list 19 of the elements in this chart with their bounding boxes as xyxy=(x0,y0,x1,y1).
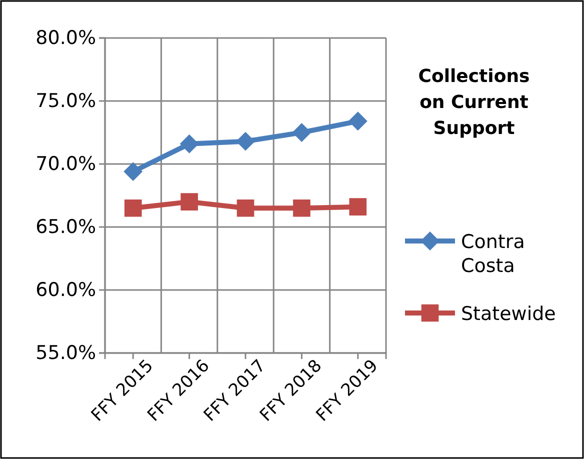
legend-label: Statewide xyxy=(461,303,556,325)
point xyxy=(180,193,198,210)
point xyxy=(236,132,255,151)
point xyxy=(292,123,312,142)
point xyxy=(236,199,254,217)
legend-label: Contra Costa xyxy=(461,231,525,277)
point xyxy=(349,198,367,216)
point xyxy=(180,134,199,154)
point xyxy=(348,112,368,131)
y-tick-label: 75.0% xyxy=(36,90,96,112)
y-tick-label: 60.0% xyxy=(36,279,96,302)
y-tick-label: 70.0% xyxy=(36,153,96,176)
y-tick-label: 55.0% xyxy=(36,342,96,364)
point xyxy=(124,199,142,217)
point xyxy=(124,162,143,182)
y-tick-label: 65.0% xyxy=(36,216,96,238)
text: Collections on Current Support xyxy=(418,66,530,140)
point xyxy=(293,199,310,217)
y-tick-label: 80.0% xyxy=(36,27,96,50)
